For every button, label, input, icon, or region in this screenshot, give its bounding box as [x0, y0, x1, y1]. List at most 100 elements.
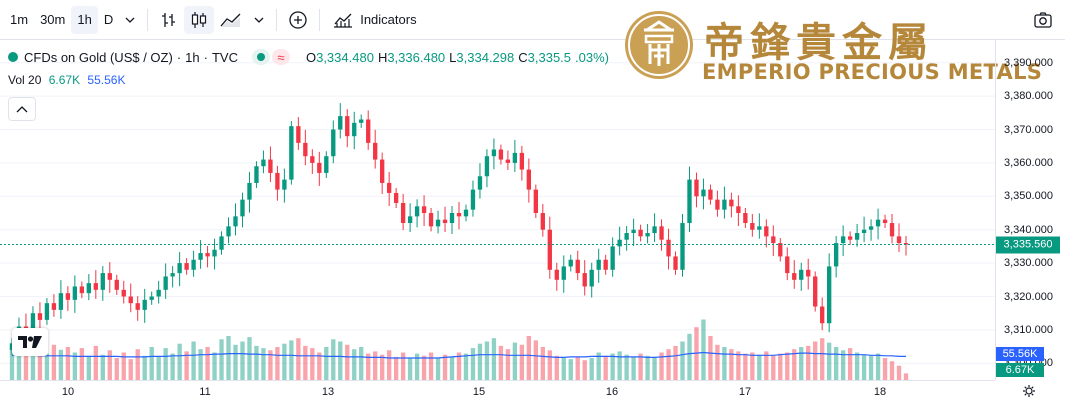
interval-selector: 1m 30m 1h D — [4, 5, 119, 34]
candle-body — [128, 296, 133, 304]
candle — [128, 283, 133, 313]
candle-body — [715, 199, 720, 210]
time-label: 10 — [61, 386, 75, 398]
candle-body — [631, 229, 636, 234]
candle — [303, 129, 308, 166]
candle-body — [93, 283, 98, 290]
price-chart[interactable] — [0, 40, 995, 380]
ohlc-label: C — [518, 49, 528, 65]
candle-body — [833, 243, 839, 267]
candle-body — [254, 166, 259, 183]
candle-body — [414, 206, 420, 217]
candles — [9, 103, 909, 355]
ohlc-value: 3,336.480 — [387, 49, 446, 65]
volume-bar — [554, 355, 559, 380]
legend-source: TVC — [211, 49, 238, 65]
candle-body — [484, 156, 490, 177]
volume-bar — [296, 338, 301, 380]
chevron-down-icon[interactable] — [248, 9, 270, 31]
volume-bar — [840, 350, 846, 380]
volume-bar — [659, 352, 664, 380]
price-label: 3,350.000 — [1004, 190, 1053, 203]
volume-bar — [456, 352, 462, 380]
candle-body — [533, 189, 538, 213]
candle-body — [37, 313, 43, 320]
ohlc-value: 3,334.298 — [456, 49, 515, 65]
candlestick-icon[interactable] — [184, 5, 215, 34]
candle-body — [198, 253, 203, 260]
volume-label[interactable]: Vol 20 — [8, 73, 42, 87]
candle — [121, 280, 126, 304]
candle — [694, 172, 699, 208]
candle-body — [771, 236, 776, 244]
gear-icon[interactable] — [1022, 384, 1036, 398]
volume-bar — [785, 352, 790, 380]
candle — [170, 266, 175, 288]
price-label: 3,320.000 — [1004, 290, 1053, 303]
candle — [701, 178, 706, 210]
candle-body — [722, 199, 727, 210]
volume-bar — [191, 341, 196, 380]
candle — [219, 231, 224, 255]
time-axis[interactable]: 10 11 13 15 16 17 18 — [0, 380, 995, 405]
indicators-button[interactable]: Indicators — [326, 6, 422, 34]
candle-body — [477, 176, 483, 190]
volume-bar — [673, 345, 678, 380]
candle — [736, 195, 741, 227]
area-chart-icon[interactable] — [214, 9, 248, 31]
data-problem-icon[interactable]: ≈ — [271, 49, 290, 65]
interval-30m[interactable]: 30m — [40, 12, 66, 27]
candle-body — [896, 236, 902, 244]
candle — [575, 250, 580, 281]
collapse-legend-button[interactable] — [8, 97, 36, 121]
volume-bar — [37, 347, 43, 380]
candle-body — [889, 223, 895, 237]
candle-body — [456, 213, 462, 217]
market-status-icon[interactable] — [251, 49, 270, 65]
candle — [875, 208, 881, 240]
interval-1m[interactable]: 1m — [10, 12, 29, 27]
candle — [757, 213, 762, 239]
symbol-name[interactable]: CFDs on Gold (US$ / OZ) — [24, 49, 173, 65]
candle-body — [463, 209, 469, 217]
candle — [345, 109, 350, 148]
brand-logo: 帝鋒貴金屬 EMPERIO PRECIOUS METALS — [622, 8, 1042, 84]
volume-bar — [491, 338, 497, 380]
candle-body — [44, 303, 50, 320]
candle — [393, 187, 399, 208]
volume-bar — [582, 360, 587, 380]
candle-body — [554, 269, 559, 280]
camera-icon[interactable] — [1032, 9, 1054, 31]
candle-body — [736, 206, 741, 213]
emperio-emblem-icon — [625, 11, 693, 79]
candle — [477, 163, 483, 199]
candle-body — [498, 149, 504, 160]
volume-bar — [380, 354, 385, 380]
volume-bar — [219, 339, 224, 380]
candle-body — [778, 243, 783, 257]
candle — [135, 296, 140, 321]
brand-chinese-name: 帝鋒貴金屬 — [704, 19, 934, 66]
tradingview-logo[interactable] — [12, 328, 48, 356]
volume-bar — [114, 358, 119, 380]
toolbar-divider — [319, 8, 321, 31]
volume-bar — [393, 356, 399, 380]
candle — [771, 225, 776, 257]
chevron-down-icon[interactable] — [119, 9, 141, 31]
volume-bar — [352, 349, 357, 380]
candle-body — [785, 256, 790, 274]
volume-bar — [79, 348, 85, 380]
candle — [86, 274, 91, 301]
bar-chart-icon[interactable] — [154, 9, 184, 31]
volume-bar — [806, 345, 811, 380]
candle-body — [240, 199, 245, 217]
candle-body — [407, 216, 413, 224]
candle-body — [30, 313, 36, 334]
volume-bar — [268, 350, 273, 380]
interval-D[interactable]: D — [103, 12, 114, 27]
volume-bar — [156, 356, 161, 380]
price-axis[interactable]: 3,390.000 3,380.000 3,370.000 3,360.000 3,35… — [995, 40, 1065, 380]
add-compare-icon[interactable] — [283, 9, 313, 31]
interval-1h[interactable]: 1h — [71, 5, 98, 34]
candle-body — [58, 293, 64, 310]
